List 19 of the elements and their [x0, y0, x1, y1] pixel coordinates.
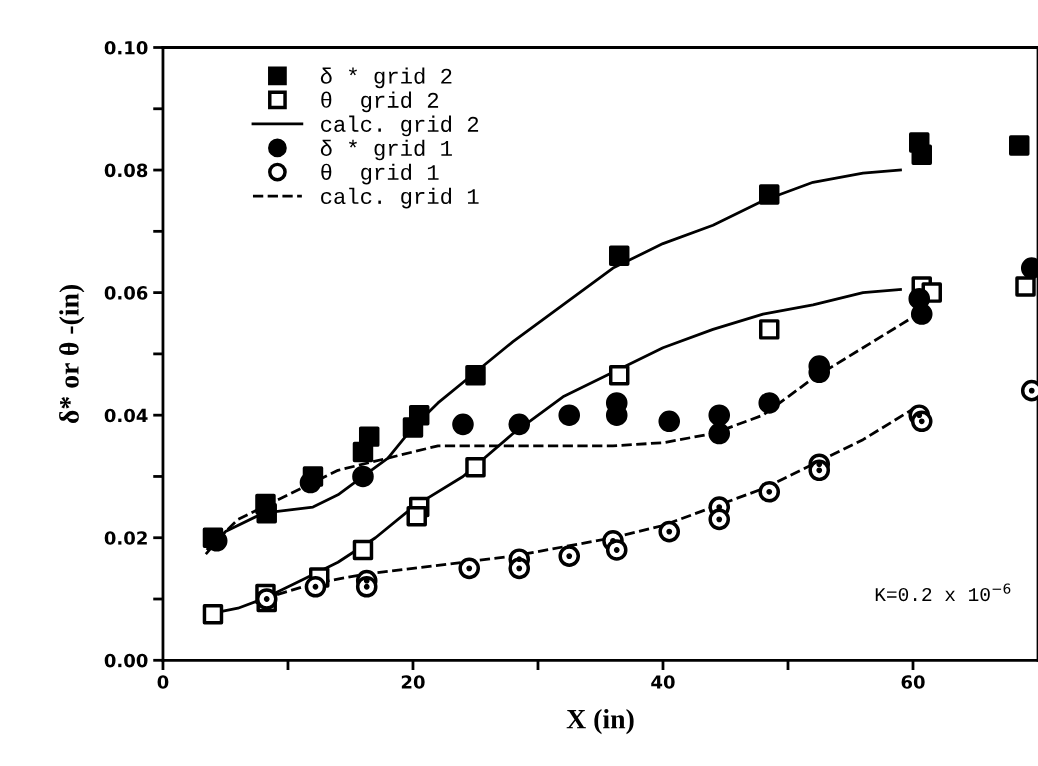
legend-label: δ * grid 1	[320, 139, 452, 161]
y-tick-label: 0.00	[104, 653, 148, 668]
y-tick-label: 0.04	[104, 408, 148, 423]
x-tick-label: 0	[157, 675, 169, 689]
legend-label: calc. grid 2	[321, 115, 479, 137]
x-tick-label: 20	[401, 675, 425, 689]
legend-label: θ grid 2	[321, 91, 439, 113]
annotation: K=0.2 x 10$^{−6}$	[875, 583, 1011, 602]
legend-label: δ * grid 2	[320, 67, 452, 89]
x-tick-label: 60	[901, 675, 925, 689]
legend-label: θ grid 1	[321, 163, 439, 185]
legend-label: calc. grid 1	[321, 187, 479, 209]
y-tick-label: 0.06	[104, 286, 148, 300]
y-axis-title: δ* or θ -(in)	[59, 284, 85, 424]
x-tick-label: 40	[651, 675, 675, 689]
x-axis-title: X (in)	[566, 709, 634, 735]
y-tick-label: 0.10	[104, 40, 148, 55]
y-tick-label: 0.08	[104, 163, 148, 178]
y-tick-label: 0.02	[104, 531, 147, 545]
